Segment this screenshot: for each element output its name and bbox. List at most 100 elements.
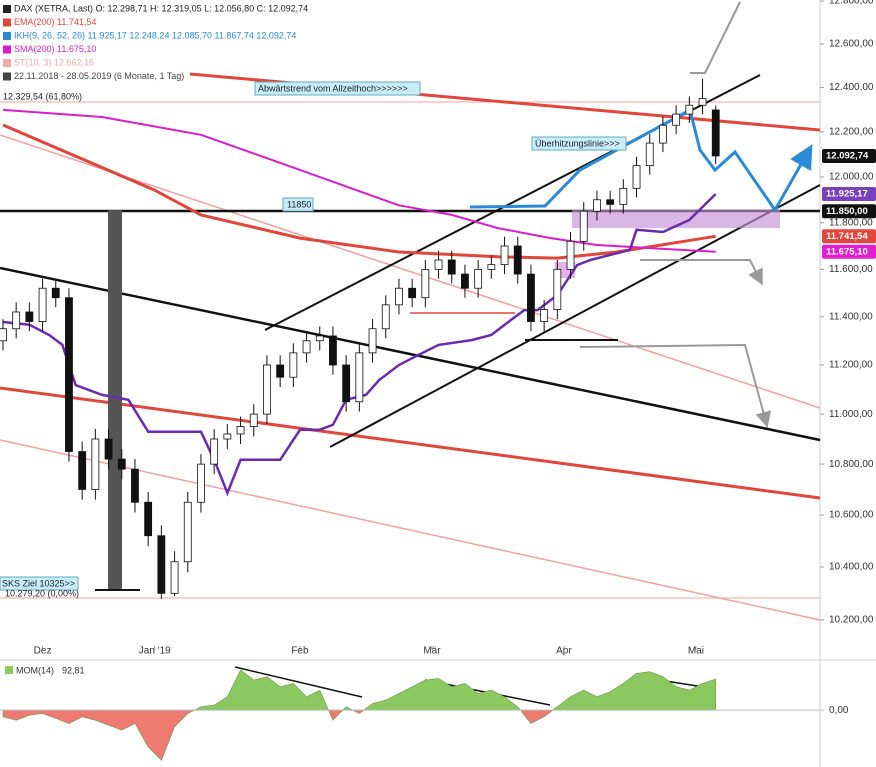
target-bar bbox=[108, 210, 122, 590]
candle-body bbox=[698, 98, 707, 106]
momentum-area bbox=[2, 669, 716, 761]
y-tick-label: 11.400,00 bbox=[829, 311, 873, 322]
candle-body bbox=[263, 364, 271, 415]
note: Abwärtstrend vom Allzeithoch>>>>>> bbox=[258, 83, 408, 93]
candle-body bbox=[500, 245, 509, 266]
candle-body bbox=[685, 104, 694, 115]
x-tick-label: Feb bbox=[291, 646, 309, 657]
candle-body bbox=[632, 165, 641, 189]
legend-swatch bbox=[3, 18, 11, 27]
candle-body bbox=[131, 468, 139, 503]
y-tick-label: 10.800,00 bbox=[829, 459, 874, 470]
mom-line bbox=[234, 666, 363, 698]
candle-body bbox=[315, 335, 324, 342]
candle-body bbox=[672, 113, 681, 126]
candle-body bbox=[421, 268, 430, 299]
candle-body bbox=[593, 199, 601, 212]
candle-body bbox=[540, 309, 549, 322]
price-tag-label: 11.925,17 bbox=[826, 189, 868, 200]
candle-body bbox=[104, 438, 113, 460]
candle-body bbox=[197, 463, 205, 503]
y-tick-label: 11.600,00 bbox=[829, 264, 873, 275]
note: Überhitzungslinie>>> bbox=[535, 138, 620, 148]
price-tag-label: 12.092,74 bbox=[826, 150, 869, 161]
mom-legend-value: 92,81 bbox=[62, 665, 85, 675]
y-tick-label: 10.400,00 bbox=[829, 562, 874, 573]
candle-body bbox=[51, 287, 60, 299]
candle-body bbox=[210, 438, 219, 465]
price-tag bbox=[822, 244, 876, 259]
price-tag bbox=[822, 148, 876, 163]
candle-body bbox=[711, 109, 720, 157]
x-tick-label: Apr bbox=[556, 646, 572, 657]
candle-body bbox=[12, 311, 21, 330]
legend-swatch bbox=[5, 666, 13, 674]
candle-body bbox=[381, 304, 390, 330]
candle-body bbox=[566, 240, 575, 270]
candle-body bbox=[395, 287, 403, 306]
trend-line bbox=[0, 266, 821, 442]
y-tick-label: 11.800,00 bbox=[829, 217, 873, 228]
candle-body bbox=[461, 273, 469, 289]
candle-body bbox=[329, 335, 337, 366]
note: SKS Ziel 10325>> bbox=[2, 578, 75, 588]
plot: 10.200,00 10.400,00 10.600,00 10.800,00 11.0… bbox=[0, 0, 874, 657]
candle-body bbox=[117, 458, 126, 470]
price-tag bbox=[822, 204, 876, 219]
trend-line bbox=[0, 134, 821, 409]
candle-body bbox=[249, 413, 258, 427]
projection bbox=[690, 1, 741, 74]
zone bbox=[572, 210, 780, 228]
price-tag-label: 11.850,00 bbox=[826, 206, 868, 217]
price-tag-label: 11.675,10 bbox=[826, 246, 868, 257]
candle-body bbox=[408, 287, 417, 299]
y-tick-label: 10.200,00 bbox=[829, 615, 874, 626]
candle-body bbox=[474, 268, 483, 289]
y-tick-label: 12.600,00 bbox=[829, 39, 874, 50]
mom-legend: MOM(14) bbox=[16, 665, 54, 675]
y-tick-label: 11.200,00 bbox=[829, 360, 873, 371]
legend-entry: ST(10, 3) 12.662,16 bbox=[14, 57, 94, 67]
candle-body bbox=[659, 124, 667, 144]
annotations: Abwärtstrend vom Allzeithoch>>>>>> Überh… bbox=[0, 81, 627, 598]
candle-body bbox=[553, 268, 562, 311]
candle-body bbox=[302, 340, 311, 354]
candle-body bbox=[487, 264, 496, 270]
indicator-line bbox=[2, 123, 716, 260]
legend: DAX (XETRA, Last) O: 12.298,71 H: 12.319… bbox=[3, 3, 308, 81]
y-tick-label: 12.400,00 bbox=[829, 82, 874, 93]
candle-body bbox=[170, 561, 179, 594]
candle-body bbox=[91, 438, 100, 490]
note-box bbox=[254, 81, 421, 96]
legend-swatch bbox=[3, 45, 11, 54]
x-tick-label: Jan '19 bbox=[139, 646, 171, 657]
mom-tick-label: 0,00 bbox=[829, 705, 849, 716]
indicator-line bbox=[2, 193, 717, 497]
note: 11850 bbox=[287, 199, 311, 209]
legend-entry: EMA(200) 11.741,54 bbox=[14, 17, 96, 27]
x-tick-label: Mär bbox=[423, 646, 441, 657]
x-tick-label: Dez bbox=[34, 646, 52, 657]
projection bbox=[469, 107, 813, 213]
channel-line bbox=[329, 184, 821, 448]
note-box bbox=[531, 136, 627, 151]
candle-body bbox=[276, 364, 285, 378]
y-tick-label: 11.000,00 bbox=[829, 409, 873, 420]
legend-entry: SMA(200) 11.675,10 bbox=[14, 44, 96, 54]
candle-body bbox=[355, 352, 364, 403]
projection bbox=[640, 259, 763, 286]
candle-body bbox=[144, 501, 153, 537]
price-tag bbox=[822, 229, 876, 244]
candle-body bbox=[236, 426, 245, 435]
legend-swatch bbox=[3, 72, 11, 81]
candle-body bbox=[368, 328, 377, 354]
trend-line bbox=[0, 386, 821, 500]
legend-entry: DAX (XETRA, Last) O: 12.298,71 H: 12.319… bbox=[14, 3, 308, 13]
candle-body bbox=[342, 364, 351, 403]
candle-body bbox=[65, 297, 73, 452]
indicator-line bbox=[2, 108, 716, 253]
legend-swatch bbox=[3, 32, 11, 40]
candle-body bbox=[289, 352, 298, 378]
